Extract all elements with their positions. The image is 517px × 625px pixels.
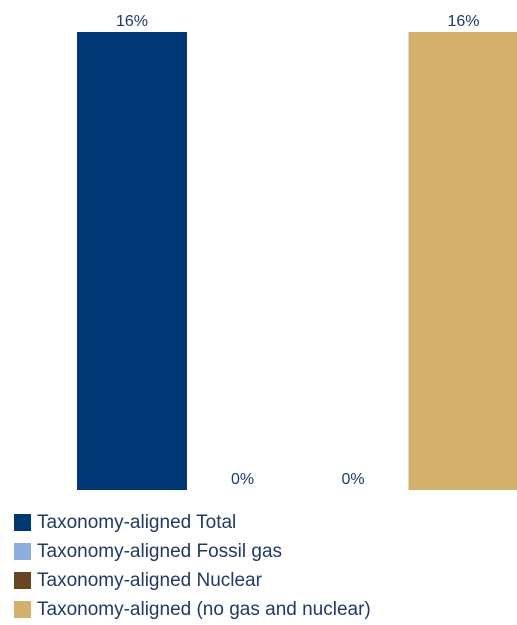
legend-swatch-no-gas-nuclear bbox=[14, 601, 31, 618]
legend-item-fossil-gas: Taxonomy-aligned Fossil gas bbox=[14, 537, 371, 566]
data-label-nuclear: 0% bbox=[341, 471, 364, 488]
chart-legend: Taxonomy-aligned Total Taxonomy-aligned … bbox=[14, 508, 371, 624]
legend-item-no-gas-nuclear: Taxonomy-aligned (no gas and nuclear) bbox=[14, 595, 371, 624]
legend-label-total: Taxonomy-aligned Total bbox=[37, 511, 237, 533]
legend-swatch-fossil-gas bbox=[14, 543, 31, 560]
bar-no-gas-nuclear bbox=[408, 32, 517, 490]
data-label-fossil-gas: 0% bbox=[231, 471, 254, 488]
data-label-no-gas-nuclear: 16% bbox=[447, 13, 479, 30]
legend-item-total: Taxonomy-aligned Total bbox=[14, 508, 371, 537]
legend-label-no-gas-nuclear: Taxonomy-aligned (no gas and nuclear) bbox=[37, 598, 371, 620]
legend-swatch-total bbox=[14, 514, 31, 531]
legend-swatch-nuclear bbox=[14, 572, 31, 589]
data-label-total: 16% bbox=[116, 13, 148, 30]
bar-total bbox=[77, 32, 187, 490]
legend-item-nuclear: Taxonomy-aligned Nuclear bbox=[14, 566, 371, 595]
bar-chart: 16% 0% 0% 16% bbox=[77, 13, 517, 490]
legend-label-fossil-gas: Taxonomy-aligned Fossil gas bbox=[37, 540, 283, 562]
legend-label-nuclear: Taxonomy-aligned Nuclear bbox=[37, 569, 262, 591]
